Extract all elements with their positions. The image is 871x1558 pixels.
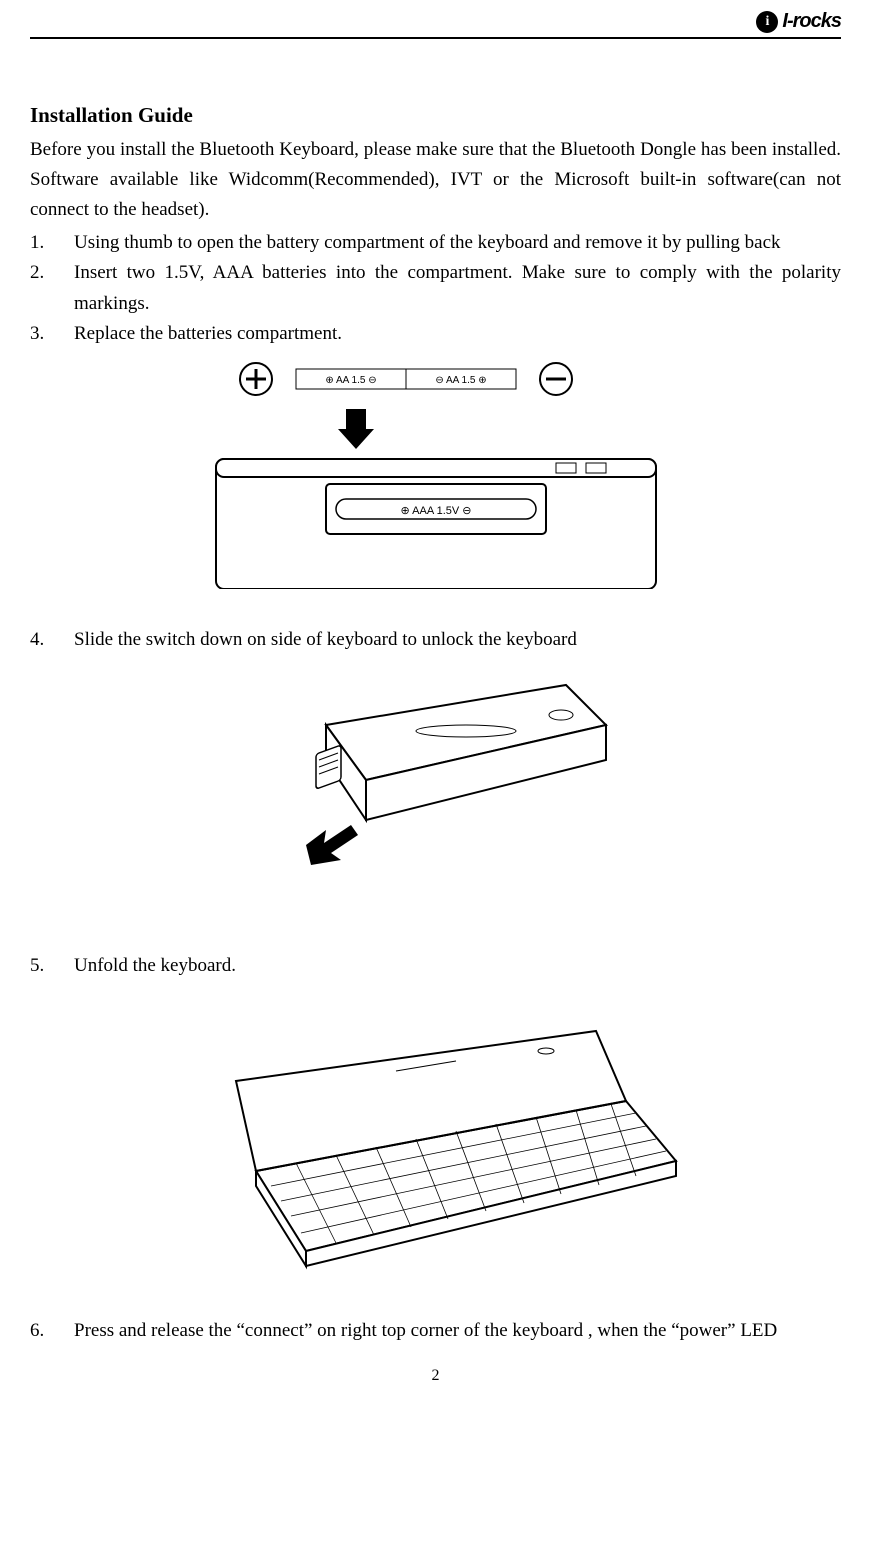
figure-unfold-keyboard (30, 991, 841, 1291)
step-4: Slide the switch down on side of keyboar… (30, 625, 841, 655)
page-number: 2 (30, 1367, 841, 1385)
step-1: Using thumb to open the battery compartm… (30, 228, 841, 258)
document-page: i I-rocks Installation Guide Before you … (0, 0, 871, 1405)
battery-label-2: ⊖ AA 1.5 ⊕ (435, 375, 486, 386)
battery-diagram-icon: ⊕ AA 1.5 ⊖ ⊖ AA 1.5 ⊕ ⊕ AAA 1.5V ⊖ (206, 359, 666, 589)
info-icon: i (756, 11, 778, 33)
brand-logo: i I-rocks (756, 10, 841, 33)
figure-slide-switch (30, 665, 841, 925)
step-5: Unfold the keyboard. (30, 951, 841, 981)
step-list-continued-1: Slide the switch down on side of keyboar… (30, 625, 841, 655)
step-6: Press and release the “connect” on right… (30, 1316, 841, 1346)
logo-text: I-rocks (782, 10, 841, 33)
figure-battery-compartment: ⊕ AA 1.5 ⊖ ⊖ AA 1.5 ⊕ ⊕ AAA 1.5V ⊖ (30, 359, 841, 599)
section-title: Installation Guide (30, 99, 841, 133)
unfold-diagram-icon (176, 991, 696, 1281)
step-3: Replace the batteries compartment. (30, 319, 841, 349)
document-content: Installation Guide Before you install th… (30, 99, 841, 1347)
step-list: Using thumb to open the battery compartm… (30, 228, 841, 350)
battery-label-1: ⊕ AA 1.5 ⊖ (325, 375, 376, 386)
slide-diagram-icon (236, 665, 636, 915)
intro-paragraph: Before you install the Bluetooth Keyboar… (30, 135, 841, 226)
compartment-label: ⊕ AAA 1.5V ⊖ (400, 505, 471, 517)
step-2: Insert two 1.5V, AAA batteries into the … (30, 258, 841, 319)
step-list-continued-2: Unfold the keyboard. (30, 951, 841, 981)
page-header: i I-rocks (30, 10, 841, 39)
step-list-continued-3: Press and release the “connect” on right… (30, 1316, 841, 1346)
